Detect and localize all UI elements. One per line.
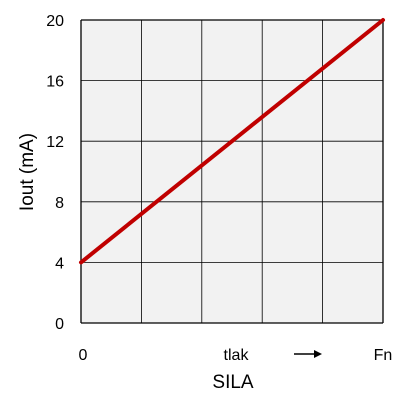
- y-tick-label: 16: [46, 74, 64, 91]
- x-tick-label: Fn: [374, 347, 393, 364]
- x-axis-title: SILA: [212, 372, 254, 393]
- right-arrow-icon: [294, 350, 322, 358]
- plot-area: [81, 20, 383, 323]
- series-group: [79, 18, 385, 265]
- y-tick-label: 8: [55, 195, 64, 212]
- y-tick-label: 12: [46, 134, 64, 151]
- y-tick-label: 0: [55, 316, 64, 333]
- x-tick-label: 0: [79, 347, 88, 364]
- y-tick-label: 4: [55, 255, 64, 272]
- y-axis-title: Iout (mA): [17, 133, 38, 211]
- grid: [80, 19, 384, 324]
- series-line: [79, 18, 385, 265]
- y-tick-label: 20: [46, 13, 64, 30]
- y-axis-ticks: 0 4 8 12 16 20: [46, 13, 64, 333]
- x-axis-ticks: 0 tlak Fn: [79, 347, 393, 364]
- x-tick-label: tlak: [224, 347, 250, 364]
